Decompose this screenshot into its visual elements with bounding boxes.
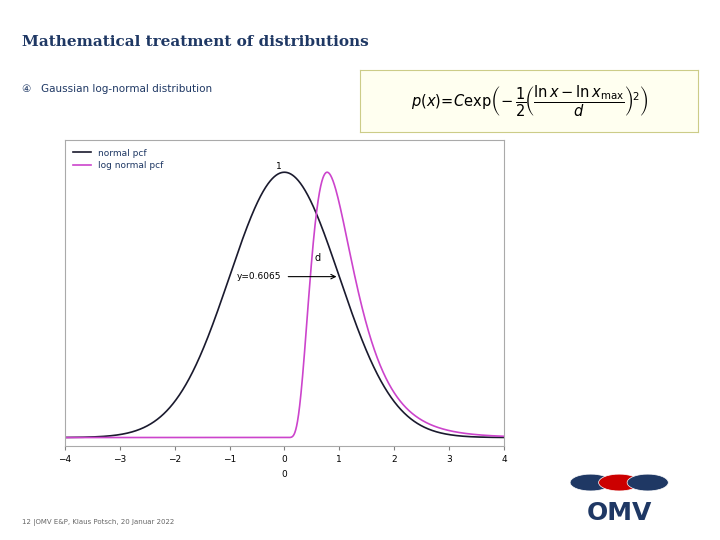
Text: d: d <box>315 253 321 264</box>
Legend: normal pcf, log normal pcf: normal pcf, log normal pcf <box>69 145 167 174</box>
Text: 0: 0 <box>282 470 287 479</box>
Text: y=0.6065: y=0.6065 <box>237 272 281 281</box>
Text: ④   Gaussian log-normal distribution: ④ Gaussian log-normal distribution <box>22 84 212 94</box>
Text: $p(x)\!=\!C\exp\!\left(\!-\dfrac{1}{2}\!\left(\dfrac{\ln x - \ln x_{\mathrm{max}: $p(x)\!=\!C\exp\!\left(\!-\dfrac{1}{2}\!… <box>410 84 648 119</box>
Text: OMV: OMV <box>587 501 652 525</box>
Text: 1: 1 <box>276 162 282 171</box>
Circle shape <box>570 474 611 491</box>
Circle shape <box>627 474 668 491</box>
Text: 12 |OMV E&P, Klaus Potsch, 20 Januar 2022: 12 |OMV E&P, Klaus Potsch, 20 Januar 202… <box>22 519 174 526</box>
Text: Mathematical treatment of distributions: Mathematical treatment of distributions <box>22 35 369 49</box>
Circle shape <box>598 474 640 491</box>
